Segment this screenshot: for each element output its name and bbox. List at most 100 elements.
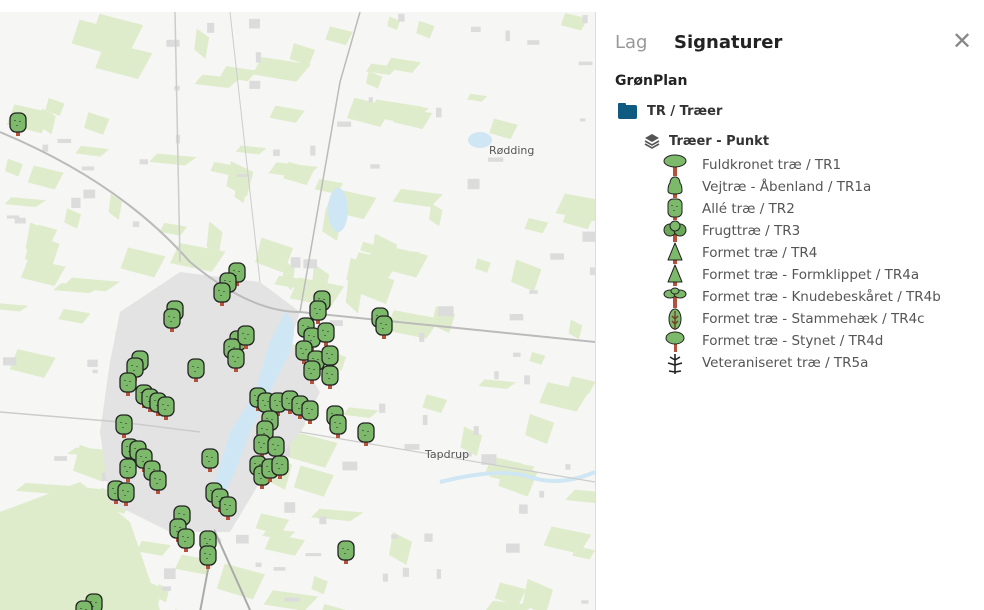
tree-marker — [237, 325, 255, 349]
folder-row[interactable]: TR / Træer — [618, 102, 722, 119]
legend-item: Vejtræ - Åbenland / TR1a — [662, 176, 941, 198]
building-area — [565, 464, 571, 470]
building-area — [249, 18, 261, 29]
building-area — [581, 600, 589, 604]
lake — [328, 188, 348, 232]
green-area — [478, 379, 517, 389]
tree-marker — [227, 348, 245, 372]
green-area — [289, 43, 316, 66]
layer-row[interactable]: Træer - Punkt — [644, 133, 769, 149]
green-area — [555, 193, 595, 222]
tree-marker — [357, 422, 375, 446]
green-area — [310, 508, 364, 522]
green-area — [360, 270, 395, 304]
green-area — [422, 394, 448, 414]
building-area — [505, 543, 520, 553]
tree-pollard-icon — [665, 331, 685, 352]
green-area — [368, 249, 421, 260]
green-area — [293, 465, 334, 497]
building-area — [132, 221, 140, 228]
green-area — [494, 582, 527, 606]
road — [229, 12, 261, 283]
tree-marker — [317, 322, 335, 346]
building-area — [527, 40, 540, 45]
tree-road-icon — [667, 176, 683, 198]
tree-veteran-icon — [667, 354, 683, 374]
green-area — [268, 162, 318, 178]
road — [299, 431, 595, 483]
building-area — [402, 567, 409, 577]
green-area — [226, 161, 254, 197]
building-area — [404, 443, 420, 450]
green-area — [255, 237, 294, 273]
tree-cone-icon — [667, 264, 683, 286]
building-area — [161, 586, 172, 591]
building-area — [370, 164, 380, 169]
green-area — [567, 376, 595, 395]
tab-lag[interactable]: Lag — [615, 32, 648, 53]
green-area — [366, 63, 398, 75]
building-area — [438, 306, 454, 317]
building-area — [529, 290, 538, 294]
green-area — [365, 71, 383, 89]
tree-hedge-icon — [668, 308, 682, 330]
building-area — [207, 22, 215, 33]
green-area — [0, 303, 29, 312]
building-area — [284, 502, 296, 513]
building-area — [290, 257, 301, 268]
building-area — [255, 52, 262, 63]
group-title: GrønPlan — [615, 73, 688, 89]
tree-marker — [115, 414, 133, 438]
tree-marker — [301, 400, 319, 424]
legend-panel: Lag Signaturer ✕ GrønPlan TR / Træer Træ… — [595, 12, 984, 610]
tree-marker — [75, 600, 93, 610]
building-area — [519, 504, 528, 514]
building-area — [42, 144, 49, 152]
tree-marker — [149, 470, 167, 494]
green-area — [45, 98, 65, 116]
green-area — [108, 193, 123, 220]
folder-icon — [618, 102, 637, 119]
building-area — [382, 573, 388, 582]
green-area — [345, 275, 363, 314]
building-area — [509, 314, 524, 321]
green-area — [467, 93, 487, 102]
tree-marker — [9, 112, 27, 136]
tree-marker — [199, 545, 217, 569]
tree-knot-icon — [663, 287, 687, 308]
green-area — [565, 489, 595, 504]
green-area — [474, 258, 492, 273]
lake — [468, 132, 492, 148]
green-area — [524, 218, 549, 234]
close-icon[interactable]: ✕ — [952, 27, 973, 55]
green-area — [58, 308, 91, 324]
legend-item-label: Formet træ - Knudebeskåret / TR4b — [702, 289, 941, 305]
building-area — [589, 267, 595, 276]
green-area — [389, 532, 413, 565]
green-area — [522, 578, 553, 610]
building-area — [368, 97, 373, 102]
tab-signaturer[interactable]: Signaturer — [674, 32, 783, 53]
building-area — [494, 371, 499, 380]
green-area — [4, 197, 47, 208]
green-area — [342, 407, 379, 419]
building-area — [471, 26, 481, 33]
green-area — [274, 275, 305, 289]
green-area — [543, 526, 592, 554]
place-label-tapdrup: Tapdrup — [425, 448, 470, 461]
building-area — [342, 461, 358, 471]
tree-marker — [375, 315, 393, 339]
map-canvas[interactable]: Rødding Tapdrup — [0, 12, 595, 610]
green-area — [120, 247, 166, 278]
green-area — [287, 432, 338, 468]
green-area — [560, 13, 588, 31]
building-area — [92, 369, 98, 374]
green-area — [170, 242, 226, 272]
building-area — [319, 516, 327, 525]
building-area — [87, 359, 98, 367]
tree-marker — [201, 448, 219, 472]
place-label-rodding: Rødding — [489, 144, 535, 157]
building-area — [378, 403, 386, 413]
tree-marker — [157, 396, 175, 420]
legend-item: Frugttræ / TR3 — [662, 220, 941, 242]
